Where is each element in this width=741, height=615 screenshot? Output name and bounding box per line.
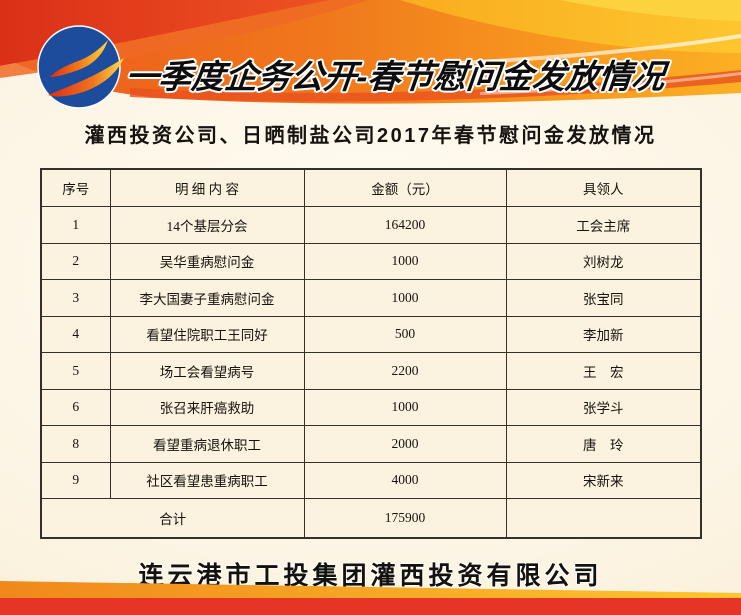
logo-upper-swoosh	[50, 40, 108, 77]
cell-recipient: 工会主席	[505, 206, 702, 244]
table-row: 9 社区看望患重病职工 4000 宋新来	[40, 461, 702, 499]
subtitle: 灌西投资公司、日晒制盐公司2017年春节慰问金发放情况	[84, 125, 657, 147]
cell-no: 2	[40, 242, 111, 280]
cell-item: 14个基层分会	[109, 206, 305, 244]
cell-no: 5	[40, 352, 111, 390]
total-recipient	[505, 498, 702, 539]
table-row: 1 14个基层分会 164200 工会主席	[40, 206, 702, 244]
cell-no: 3	[40, 279, 111, 317]
column-header: 金额（元）	[303, 168, 507, 207]
table-row: 5 场工会看望病号 2200 王 宏	[40, 352, 702, 390]
cell-amount: 1000	[303, 388, 507, 426]
cell-no: 4	[40, 315, 111, 353]
cell-amount: 2200	[303, 352, 507, 390]
cell-amount: 500	[303, 315, 507, 353]
cell-amount: 1000	[303, 279, 507, 317]
table-row: 8 看望重病退休职工 2000 唐 玲	[40, 425, 702, 463]
cell-item: 社区看望患重病职工	[109, 461, 305, 499]
company-logo	[36, 25, 124, 109]
cell-item: 吴华重病慰问金	[109, 242, 305, 280]
cell-recipient: 李加新	[505, 315, 702, 353]
payout-table: 序号明 细 内 容金额（元） 具领人 1 14个基层分会 164200 工会主席 2 吴华重…	[40, 168, 702, 539]
cell-recipient: 宋新来	[505, 461, 702, 499]
cell-amount: 4000	[303, 461, 507, 499]
cell-recipient: 刘树龙	[505, 242, 702, 280]
cell-recipient: 张学斗	[505, 388, 702, 426]
column-header: 明 细 内 容	[109, 168, 305, 207]
cell-amount: 164200	[303, 206, 507, 244]
table-row: 4 看望住院职工王同好 500 李加新	[40, 315, 702, 353]
bottom-stripe-yellow	[0, 581, 741, 598]
table-row: 6 张召来肝癌救助 1000 张学斗	[40, 388, 702, 426]
total-label: 合计	[40, 498, 305, 539]
cell-no: 9	[40, 461, 111, 499]
table-row: 2 吴华重病慰问金 1000 刘树龙	[40, 242, 702, 280]
cell-recipient: 王 宏	[505, 352, 702, 390]
bottom-band-red	[0, 598, 741, 615]
banner-title: 一季度企务公开-春节慰问金发放情况	[123, 58, 667, 95]
cell-item: 场工会看望病号	[109, 352, 305, 390]
cell-no: 6	[40, 388, 111, 426]
cell-recipient: 张宝同	[505, 279, 702, 317]
header-row: 序号明 细 内 容金额（元） 具领人	[40, 168, 702, 207]
logo-lower-swoosh	[48, 58, 124, 97]
cell-item: 张召来肝癌救助	[109, 388, 305, 426]
cell-item: 看望重病退休职工	[109, 425, 305, 463]
cell-item: 看望住院职工王同好	[109, 315, 305, 353]
cell-no: 1	[40, 206, 111, 244]
column-header: 序号	[40, 168, 111, 207]
total-row: 合计 175900	[40, 498, 702, 539]
table-footer: 合计 175900	[40, 498, 702, 539]
column-header: 具领人	[505, 168, 702, 207]
cell-no: 8	[40, 425, 111, 463]
cell-recipient: 唐 玲	[505, 425, 702, 463]
table-body: 1 14个基层分会 164200 工会主席 2 吴华重病慰问金 1000 刘树龙 3 李大国妻子重…	[40, 206, 702, 499]
total-amount: 175900	[303, 498, 507, 539]
banner: 一季度企务公开-春节慰问金发放情况	[0, 0, 741, 112]
table-row: 3 李大国妻子重病慰问金 1000 张宝同	[40, 279, 702, 317]
cell-amount: 2000	[303, 425, 507, 463]
table-header: 序号明 细 内 容金额（元） 具领人	[40, 168, 702, 207]
bottom-stripes	[0, 581, 741, 615]
cell-item: 李大国妻子重病慰问金	[109, 279, 305, 317]
cell-amount: 1000	[303, 242, 507, 280]
